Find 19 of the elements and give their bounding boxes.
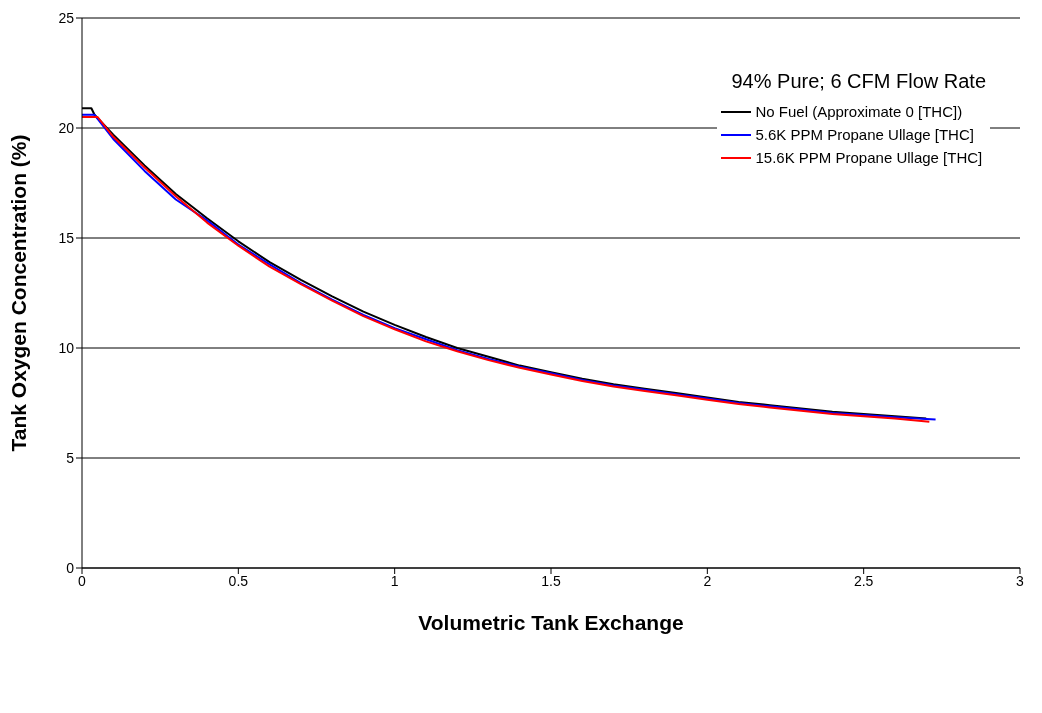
- y-tick-label: 0: [66, 559, 75, 576]
- y-tick-label: 20: [58, 119, 75, 136]
- y-axis-title: Tank Oxygen Concentration (%): [7, 134, 31, 452]
- x-tick-label: 1.5: [541, 572, 561, 589]
- y-tick-label: 5: [66, 449, 75, 466]
- legend-title: 94% Pure; 6 CFM Flow Rate: [731, 70, 986, 93]
- legend-label: 15.6K PPM Propane Ullage [THC]: [755, 149, 983, 166]
- y-tick-label: 25: [58, 9, 75, 26]
- legend-label: No Fuel (Approximate 0 [THC]): [755, 103, 963, 120]
- legend-label: 5.6K PPM Propane Ullage [THC]: [755, 126, 974, 143]
- y-tick-label: 15: [58, 229, 75, 246]
- x-tick-label: 2: [703, 572, 712, 589]
- x-tick-label: 0.5: [228, 572, 249, 589]
- y-tick-label: 10: [58, 339, 75, 356]
- x-tick-label: 3: [1016, 572, 1025, 589]
- x-tick-label: 1: [390, 572, 399, 589]
- x-tick-label: 2.5: [853, 572, 874, 589]
- x-axis-title: Volumetric Tank Exchange: [418, 611, 684, 634]
- x-tick-label: 0: [78, 572, 87, 589]
